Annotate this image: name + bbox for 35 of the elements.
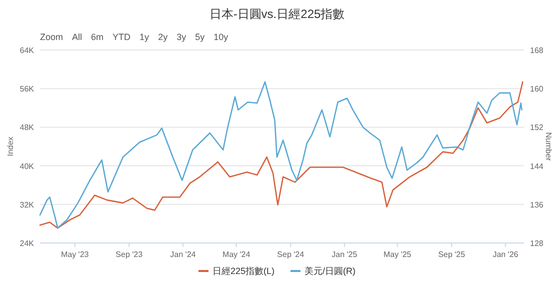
y2-tick-label: 160 [530,84,544,94]
y-axis-title: Index [6,136,15,156]
x-tick-label: Sep '25 [438,250,466,259]
x-tick-label: Jan '24 [170,250,196,259]
legend-label: 美元/日圓(R) [304,266,356,276]
x-tick-label: May '24 [222,250,251,259]
y2-tick-label: 144 [530,162,544,171]
y-tick-label: 48K [20,123,35,132]
text: All [72,32,82,42]
text: YTD [112,32,132,42]
y2-axis-title: Number [544,132,553,162]
x-tick-label: May '25 [383,250,412,259]
y2-tick-label: 168 [530,46,544,55]
x-tick-label: Jan '26 [492,250,519,259]
y-tick-label: 56K [20,84,35,94]
text: 6m [91,32,104,42]
y-tick-label: 64K [20,46,35,55]
y-tick-label: 32K [20,200,35,210]
y2-tick-label: 136 [530,200,544,210]
text: 10y [214,32,229,42]
text: 2y [158,32,168,42]
text: Zoom [40,32,64,42]
y2-tick-label: 152 [530,123,544,132]
x-tick-label: Sep '24 [277,250,305,259]
x-tick-label: Sep '23 [116,250,144,259]
x-tick-label: Jan '25 [332,250,358,259]
y2-tick-label: 128 [530,239,544,248]
y-tick-label: 40K [20,162,35,171]
chart-title: 日本-日圓vs.日經225指數 [209,7,345,21]
text: 5y [195,32,206,42]
x-tick-label: May '23 [60,250,90,259]
legend-label: 日經225指數(L) [212,266,275,276]
text: 1y [140,32,150,42]
text: 3y [176,32,187,42]
y-tick-label: 24K [20,239,35,248]
